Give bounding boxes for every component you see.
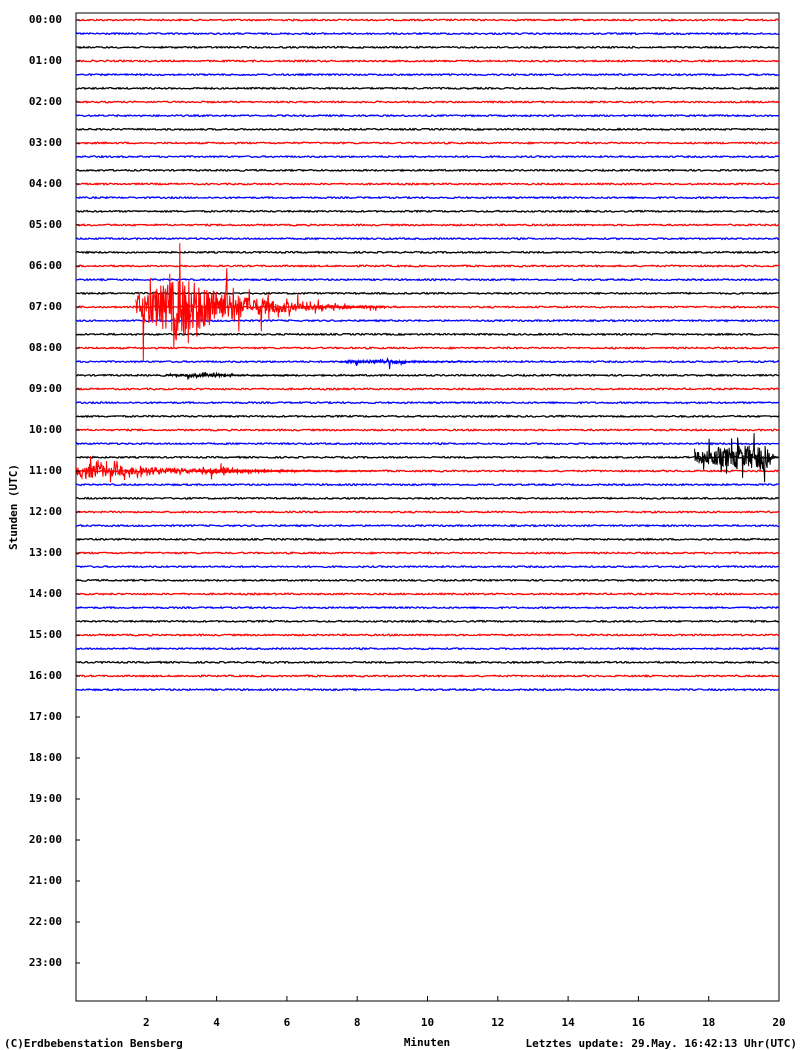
trace <box>76 277 779 282</box>
traces <box>76 18 779 692</box>
trace <box>76 100 779 104</box>
y-tick-label: 11:00 <box>29 464 62 477</box>
copyright: (C)Erdbebenstation Bensberg <box>4 1037 183 1050</box>
x-tick-label: 12 <box>491 1016 504 1029</box>
x-tick-label: 18 <box>702 1016 715 1029</box>
y-tick-label: 01:00 <box>29 54 62 67</box>
trace <box>76 168 779 173</box>
x-tick-label: 8 <box>354 1016 361 1029</box>
trace <box>76 537 779 542</box>
trace <box>76 113 779 118</box>
y-tick-label: 16:00 <box>29 669 62 682</box>
trace <box>76 291 779 296</box>
seismic-event <box>694 433 779 483</box>
trace <box>76 482 779 487</box>
trace <box>76 195 779 200</box>
y-tick-label: 17:00 <box>29 710 62 723</box>
y-tick-label: 23:00 <box>29 956 62 969</box>
trace <box>76 141 779 145</box>
trace <box>76 619 779 624</box>
trace <box>76 86 779 91</box>
trace <box>76 18 779 22</box>
seismic-event <box>339 356 481 370</box>
trace <box>76 592 779 596</box>
y-tick-label: 15:00 <box>29 628 62 641</box>
trace <box>76 223 779 227</box>
y-tick-label: 06:00 <box>29 259 62 272</box>
y-tick-label: 02:00 <box>29 95 62 108</box>
y-tick-label: 05:00 <box>29 218 62 231</box>
trace <box>76 72 779 77</box>
trace <box>76 414 779 419</box>
y-tick-label: 12:00 <box>29 505 62 518</box>
trace <box>76 441 779 446</box>
trace <box>76 346 779 350</box>
x-tick-label: 14 <box>561 1016 575 1029</box>
trace <box>76 674 779 678</box>
trace <box>76 564 779 569</box>
trace <box>76 154 779 159</box>
x-tick-label: 6 <box>284 1016 291 1029</box>
y-tick-label: 14:00 <box>29 587 62 600</box>
trace <box>76 455 779 460</box>
y-tick-label: 20:00 <box>29 833 62 846</box>
trace <box>76 209 779 214</box>
y-tick-label: 04:00 <box>29 177 62 190</box>
x-axis-label: Minuten <box>404 1036 450 1049</box>
y-axis-label: Stunden (UTC) <box>7 464 20 550</box>
trace <box>76 605 779 610</box>
seismic-event <box>135 243 386 362</box>
x-tick-label: 2 <box>143 1016 150 1029</box>
trace <box>76 31 779 36</box>
trace <box>76 523 779 528</box>
trace <box>76 127 779 132</box>
trace <box>76 332 779 337</box>
trace <box>76 400 779 405</box>
trace <box>76 236 779 241</box>
trace <box>76 578 779 583</box>
x-tick-label: 4 <box>213 1016 220 1029</box>
seismic-event <box>163 371 298 380</box>
x-tick-label: 10 <box>421 1016 434 1029</box>
trace <box>76 59 779 63</box>
y-tick-label: 21:00 <box>29 874 62 887</box>
y-tick-label: 03:00 <box>29 136 62 149</box>
trace <box>76 264 779 268</box>
y-tick-label: 08:00 <box>29 341 62 354</box>
y-tick-label: 10:00 <box>29 423 62 436</box>
plot-frame <box>75 12 780 1002</box>
trace <box>76 428 779 432</box>
y-tick-label: 13:00 <box>29 546 62 559</box>
trace <box>76 687 779 692</box>
x-tick-label: 16 <box>632 1016 646 1029</box>
trace <box>76 510 779 514</box>
trace <box>76 250 779 255</box>
trace <box>76 182 779 186</box>
y-tick-label: 19:00 <box>29 792 62 805</box>
y-tick-label: 00:00 <box>29 13 62 26</box>
y-tick-label: 18:00 <box>29 751 62 764</box>
trace <box>76 551 779 555</box>
trace <box>76 496 779 501</box>
trace <box>76 633 779 637</box>
seismic-event <box>198 463 305 480</box>
trace <box>76 45 779 50</box>
trace <box>76 660 779 665</box>
x-tick-label: 20 <box>772 1016 785 1029</box>
update-time: Letztes update: 29.May. 16:42:13 Uhr(UTC… <box>525 1037 797 1050</box>
y-tick-label: 07:00 <box>29 300 62 313</box>
y-tick-label: 09:00 <box>29 382 62 395</box>
trace <box>76 387 779 391</box>
trace <box>76 646 779 651</box>
y-tick-label: 22:00 <box>29 915 62 928</box>
